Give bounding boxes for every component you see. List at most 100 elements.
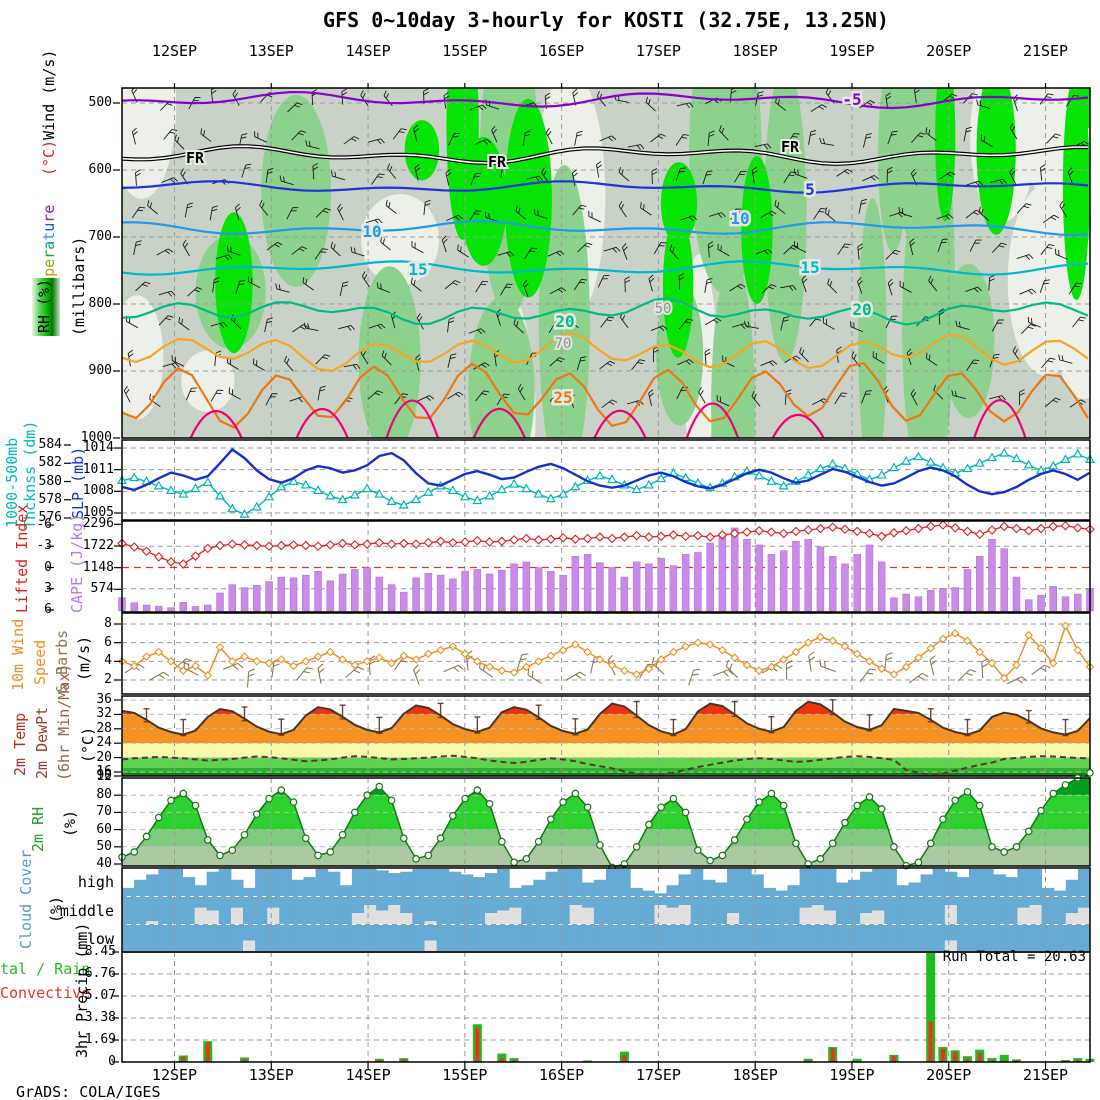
wind-barb: [801, 275, 808, 293]
precip-convective-bar: [891, 1056, 896, 1062]
cloud-low-cell: [666, 925, 680, 951]
convective-label: Convective: [0, 984, 91, 1002]
wind-barb: [473, 362, 490, 370]
wind-barb: [965, 286, 982, 293]
cloud-low-cell: [351, 925, 365, 951]
cloud-middle-cell: [158, 897, 171, 924]
surface-wind-barb: [688, 668, 701, 686]
cape-bar: [485, 573, 494, 612]
precip-convective-bar: [475, 1028, 480, 1062]
cape-bar: [571, 555, 580, 612]
wind-barb: [650, 325, 668, 332]
wind-barb: [161, 177, 179, 183]
wind-barb: [600, 316, 615, 328]
cape-bar: [988, 539, 996, 612]
cape-bar: [608, 567, 616, 612]
precip-convective-bar: [1014, 1060, 1019, 1062]
wind-barb: [669, 244, 680, 260]
wind-barb: [909, 238, 916, 256]
cloud-low-cell: [835, 925, 849, 951]
cloud-high-cell: [690, 869, 704, 896]
cloud-high-cell: [472, 877, 486, 896]
cloud-high-cell: [194, 885, 208, 896]
wind-barb: [338, 325, 355, 331]
wind-barb: [733, 170, 747, 183]
cloud-middle-cell: [618, 897, 631, 924]
grads-credit: GrADS: COLA/IGES: [16, 1083, 161, 1100]
cloud-high-cell: [485, 873, 498, 896]
wind-barb: [414, 163, 421, 181]
wind-barb: [966, 359, 980, 372]
cape-bar: [596, 562, 604, 612]
wind-barb: [469, 104, 487, 111]
wind-barb: [522, 279, 529, 297]
cloud-high-cell: [255, 869, 268, 896]
cloud-middle-cell: [835, 897, 849, 924]
cloud-high-cell: [666, 885, 680, 896]
wind-barb: [123, 385, 131, 403]
cape-bar: [1012, 576, 1021, 612]
wind-barb: [265, 393, 278, 406]
wind-barb: [1039, 279, 1051, 294]
wind-barb: [990, 178, 1007, 185]
wind-barb: [368, 138, 385, 145]
svg-text:20: 20: [852, 300, 871, 319]
cape-bar: [142, 604, 151, 612]
cloud-high-cell: [1077, 869, 1091, 896]
svg-text:25: 25: [553, 388, 572, 407]
cloud-low-cell: [1005, 925, 1018, 951]
cloud-row-high: high: [77, 873, 114, 891]
cloud-middle-cell: [279, 897, 292, 924]
wind-barb: [365, 218, 383, 225]
wind-barb: [1040, 244, 1055, 256]
cloud-high-cell: [497, 869, 510, 896]
cape-bar: [632, 561, 641, 612]
wind-barb: [1039, 164, 1046, 181]
cloud-middle-cell: [630, 897, 643, 924]
cloud-low-cell: [460, 925, 474, 951]
cloud-middle-cell: [775, 897, 788, 924]
cape-bar: [718, 533, 727, 612]
cloud-middle-cell: [194, 897, 208, 908]
wind-barb: [1045, 397, 1061, 407]
wind-barb: [174, 134, 185, 150]
cloud-middle-cell: [146, 897, 159, 922]
wind-barb: [645, 96, 656, 112]
wind-barb: [312, 163, 319, 180]
wind-barb: [988, 274, 995, 291]
cape-bar: [963, 569, 972, 612]
cape-bar: [620, 576, 629, 612]
cloud-middle-cell: [1029, 897, 1043, 906]
cloud-high-cell: [848, 879, 861, 896]
surface-wind-barb: [725, 659, 739, 679]
cloud-middle-cell: [521, 897, 534, 924]
wind-barb: [680, 215, 698, 222]
wind-barb: [729, 283, 746, 292]
cloud-low-cell: [714, 925, 728, 951]
wind-barb: [707, 130, 715, 147]
wind-barb: [704, 348, 711, 365]
cape-bar: [902, 593, 910, 612]
wind-barb: [906, 348, 913, 366]
cloud-low-cell: [303, 925, 317, 951]
wind-barb: [603, 246, 621, 253]
cloud-low-cell: [146, 925, 159, 951]
cloud-middle-cell: [944, 897, 958, 906]
wind-barb: [441, 235, 448, 253]
cloud-high-cell: [412, 869, 425, 896]
chart-title: GFS 0~10day 3-hourly for KOSTI (32.75E, …: [323, 8, 889, 32]
cloud-middle-cell: [218, 897, 232, 924]
cloud-high-cell: [1053, 890, 1067, 896]
wind-barb: [448, 133, 460, 146]
wind-barb: [928, 275, 938, 292]
cloud-middle-cell: [122, 897, 135, 924]
wind-barb: [468, 328, 486, 335]
cape-bar: [657, 557, 665, 612]
cloud-low-cell: [1041, 925, 1055, 951]
wind-barb: [793, 168, 808, 179]
wind-barb: [760, 360, 778, 367]
cloud-middle-cell: [654, 897, 667, 906]
wind-barb: [491, 125, 498, 143]
cape-bar: [669, 565, 678, 612]
cape-bar: [302, 574, 310, 612]
